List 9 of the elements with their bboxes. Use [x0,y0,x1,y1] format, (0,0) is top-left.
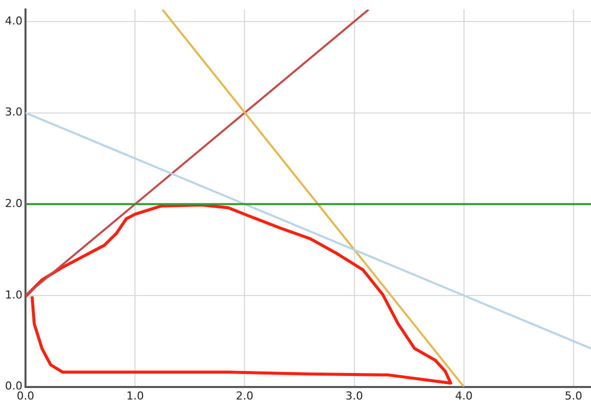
y-tick-label: 3.0 [4,106,22,119]
x-tick-label: 3.0 [346,389,364,402]
x-tick-label: 1.0 [126,389,144,402]
y-tick-label: 1.0 [4,288,22,302]
x-tick-label: 5.0 [564,389,582,402]
x-tick-label: 2.0 [236,389,254,402]
y-tick-label: 4.0 [4,14,22,28]
x-tick-label: 4.0 [455,389,473,402]
y-tick-label: 2.0 [4,196,22,210]
